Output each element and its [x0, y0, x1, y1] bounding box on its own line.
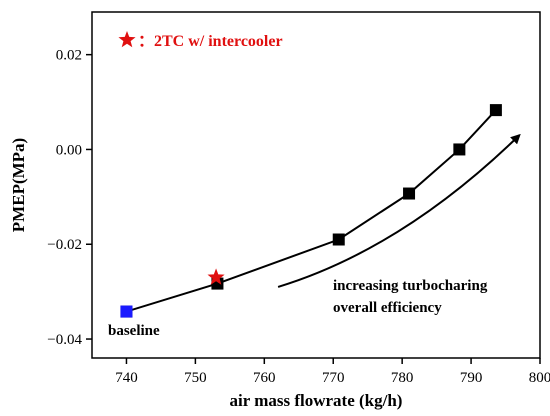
trend-arrow-icon	[277, 133, 521, 288]
y-axis-title: PMEP(MPa)	[9, 138, 28, 232]
x-tick-label: 740	[115, 370, 138, 386]
x-axis-title: air mass flowrate (kg/h)	[230, 391, 403, 410]
x-tick-label: 770	[322, 370, 345, 386]
data-point	[489, 104, 502, 117]
axis-tick-labels: 740 750 760 770 780 790 800 −0.04 −0.02 0.00 0.02	[47, 48, 550, 386]
x-tick-label: 750	[184, 370, 207, 386]
data-point	[453, 143, 466, 156]
axis-ticks	[86, 53, 541, 364]
data-point	[403, 187, 416, 200]
data-point	[332, 233, 345, 246]
highlight-star-point	[207, 268, 225, 285]
x-tick-label: 760	[253, 370, 276, 386]
y-tick-label: −0.04	[47, 332, 82, 348]
y-tick-label: 0.00	[56, 142, 82, 158]
data-series	[120, 104, 502, 318]
legend-label: ：2TC w/ intercooler	[138, 33, 283, 50]
x-tick-label: 790	[460, 370, 483, 386]
y-tick-label: −0.02	[47, 237, 82, 253]
trend-annotation-line1: increasing turbocharing	[333, 278, 488, 294]
plot-frame	[91, 11, 541, 359]
trend-annotation-line2: overall efficiency	[333, 300, 442, 316]
baseline-label: baseline	[108, 323, 160, 339]
baseline-point	[120, 305, 133, 318]
legend-star-icon	[118, 31, 136, 48]
series-line	[126, 109, 497, 313]
legend: ：2TC w/ intercooler	[118, 31, 283, 50]
x-tick-label: 800	[529, 370, 550, 386]
y-tick-label: 0.02	[56, 48, 82, 64]
x-tick-label: 780	[391, 370, 414, 386]
star-icon	[118, 31, 136, 48]
